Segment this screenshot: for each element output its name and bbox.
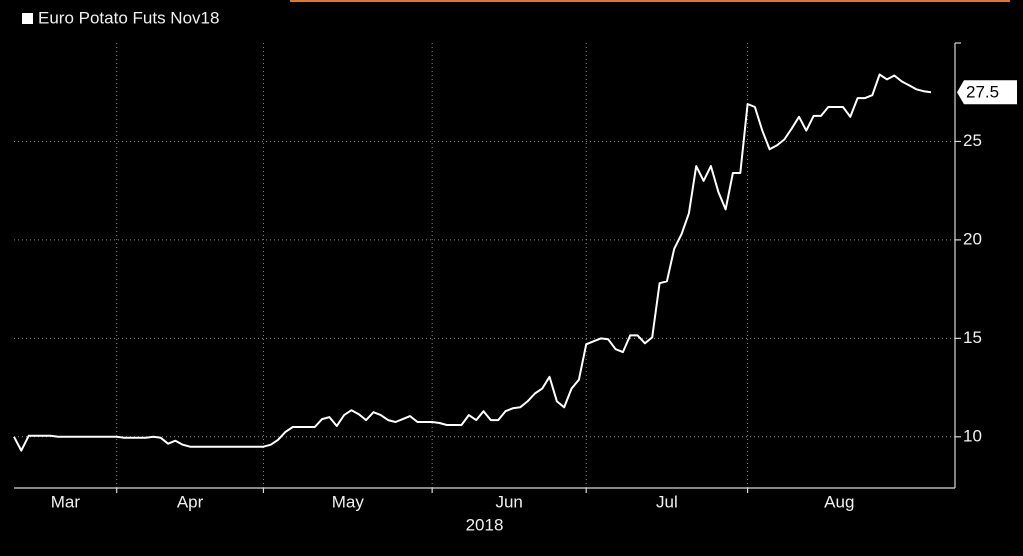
legend-swatch <box>22 13 33 24</box>
y-tick-label: 15 <box>963 328 982 347</box>
y-tick-label: 10 <box>963 426 982 445</box>
last-value-tag <box>957 80 1017 105</box>
x-tick-label: Aug <box>824 492 854 511</box>
y-tick-label: 20 <box>963 229 982 248</box>
x-tick-label: Jun <box>495 492 522 511</box>
legend-label: Euro Potato Futs Nov18 <box>38 8 219 27</box>
last-value-label: 27.5 <box>966 83 999 102</box>
year-label: 2018 <box>466 515 504 534</box>
x-tick-label: Jul <box>656 492 678 511</box>
x-tick-label: Mar <box>51 492 81 511</box>
series-line <box>13 73 932 452</box>
x-tick-label: May <box>332 492 365 511</box>
y-tick-label: 25 <box>963 131 982 150</box>
x-tick-label: Apr <box>177 492 204 511</box>
